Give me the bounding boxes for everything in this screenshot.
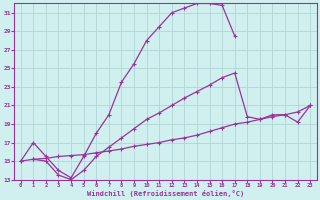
X-axis label: Windchill (Refroidissement éolien,°C): Windchill (Refroidissement éolien,°C) bbox=[87, 190, 244, 197]
